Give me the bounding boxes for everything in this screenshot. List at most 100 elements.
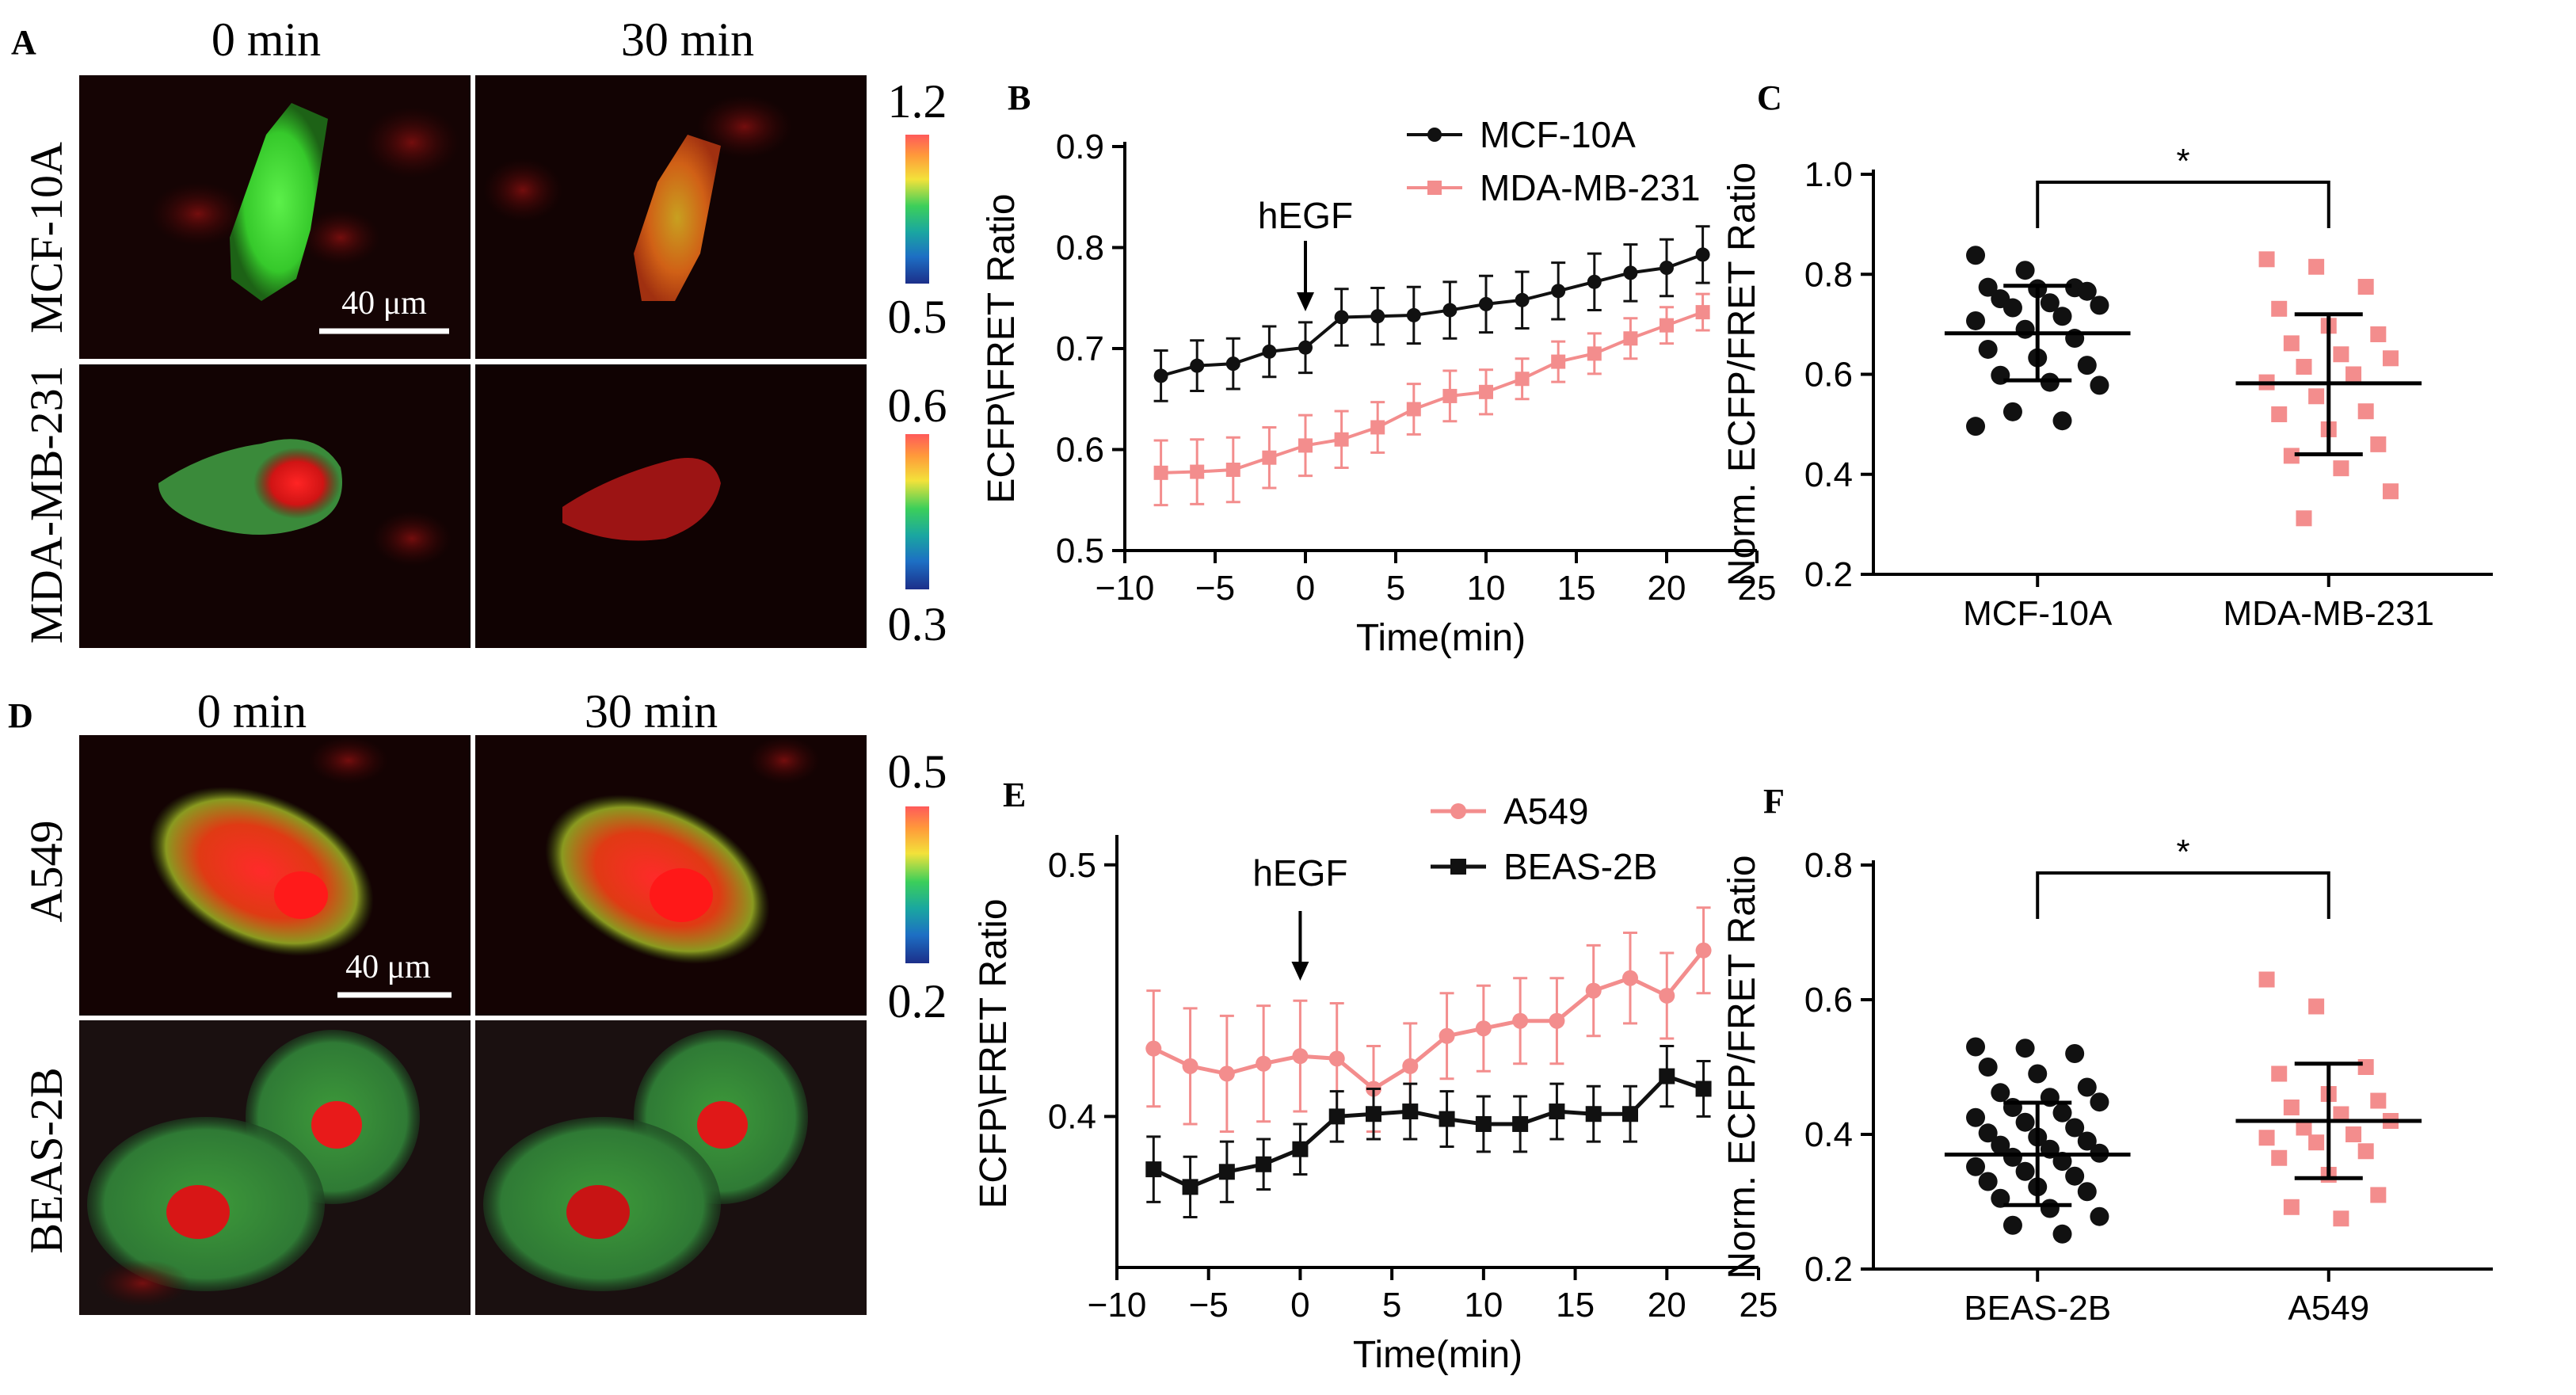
data-point	[2015, 261, 2035, 280]
significance-bracket	[2036, 871, 2330, 919]
series-beas-2b	[1145, 1044, 1712, 1218]
data-point	[2357, 1059, 2374, 1075]
data-point	[2052, 1224, 2072, 1244]
hegf-arrow-head	[1291, 962, 1309, 981]
series-line	[1153, 949, 1705, 1092]
row-label-mcf10a: MCF-10A	[21, 142, 72, 334]
chart-e: −10 −5 0 5 10 15 20 25 0.4 0.5 Time(min) ECFP\FRET …	[973, 791, 1778, 1376]
micrograph-beas2b-30min	[475, 1020, 867, 1315]
data-point	[1225, 463, 1240, 477]
data-point	[1966, 1157, 1986, 1176]
data-point	[1978, 1058, 1998, 1077]
data-point	[2077, 1182, 2097, 1202]
legend-marker	[1450, 803, 1466, 819]
data-point	[1298, 438, 1313, 453]
data-point	[1479, 384, 1493, 399]
legend-label: A549	[1503, 791, 1588, 832]
data-point	[1406, 307, 1421, 322]
data-point	[1622, 970, 1638, 986]
data-point	[2077, 1131, 2097, 1151]
hegf-arrow-head	[1297, 292, 1314, 311]
data-point	[1966, 417, 1986, 436]
y-axis-label: ECFP\FRET Ratio	[981, 193, 1023, 503]
data-point	[2271, 1149, 2288, 1166]
colorbar-row2: 0.6 0.3	[888, 379, 947, 650]
chart-c: 0.2 0.4 0.6 0.8 1.0 MCF-10A MDA-MB-231 Norm. EC…	[1721, 142, 2493, 633]
group-a549	[2235, 971, 2422, 1227]
col-label-30min-top: 30 min	[621, 13, 754, 66]
data-point	[1442, 388, 1458, 403]
data-point	[1585, 1106, 1602, 1122]
data-point	[2296, 359, 2312, 375]
data-point	[2283, 335, 2300, 352]
data-point	[2015, 319, 2035, 339]
x-tick-label: 25	[1740, 1286, 1778, 1324]
y-tick-label: 0.8	[1804, 846, 1853, 885]
data-point	[2308, 258, 2325, 275]
data-point	[2370, 326, 2387, 342]
col-label-30min-bottom: 30 min	[585, 685, 718, 738]
x-tick-label: −5	[1189, 1286, 1229, 1324]
data-point	[1439, 1027, 1455, 1044]
data-point	[1256, 1156, 1272, 1172]
data-point	[1551, 284, 1566, 299]
x-tick-label: −5	[1195, 569, 1235, 608]
data-point	[2333, 1210, 2349, 1227]
scale-bar-label: 40 μm	[341, 285, 427, 322]
scale-bar-label-d: 40 μm	[345, 949, 431, 985]
colorbar-row2-min: 0.3	[888, 598, 947, 650]
chart-b: −10 −5 0 5 10 15 20 25 0.5 0.6 0.7 0.8 0.9 Time(min) E…	[981, 114, 1776, 659]
data-point	[1439, 1111, 1455, 1127]
data-point	[2065, 1166, 2085, 1186]
data-point	[1585, 982, 1602, 999]
significance-bracket	[2036, 181, 2330, 228]
data-point	[1966, 1107, 1986, 1127]
data-point	[2382, 350, 2399, 367]
micrograph-mcf10a-0min: 40 μm	[79, 75, 471, 359]
x-tick-label: MCF-10A	[1963, 594, 2113, 633]
micrograph-a549-0min: 40 μm	[79, 735, 471, 1016]
data-point	[2090, 1092, 2109, 1112]
data-point	[2345, 366, 2362, 383]
data-point	[1292, 1048, 1309, 1065]
y-axis-label: Norm. ECFP/FRET Ratio	[1721, 162, 1763, 586]
data-point	[1218, 1164, 1235, 1180]
data-point	[1623, 265, 1638, 280]
data-point	[1475, 1115, 1492, 1132]
data-point	[1190, 464, 1205, 479]
data-point	[1587, 346, 1602, 361]
series-mcf-10a	[1153, 225, 1710, 402]
data-point	[1328, 1108, 1345, 1125]
data-point	[1262, 344, 1277, 359]
data-point	[2002, 402, 2022, 421]
data-point	[2271, 1065, 2288, 1082]
x-tick-label: 0	[1296, 569, 1315, 608]
data-point	[2382, 483, 2399, 500]
data-point	[1695, 942, 1712, 959]
x-tick-label: 5	[1386, 569, 1405, 608]
data-point	[1334, 310, 1349, 325]
data-point	[1623, 331, 1638, 346]
data-point	[2370, 1092, 2387, 1109]
data-point	[2015, 1161, 2035, 1181]
x-tick-label: 20	[1648, 1286, 1686, 1324]
data-point	[1145, 1161, 1162, 1178]
x-tick-label: MDA-MB-231	[2224, 594, 2435, 633]
y-tick-label: 0.4	[1804, 1115, 1853, 1154]
y-axis-label: Norm. ECFP/FRET Ratio	[1721, 855, 1763, 1279]
colorbar-row1: 1.2 0.5	[888, 75, 947, 343]
data-point	[1695, 1081, 1712, 1097]
data-point	[1292, 1141, 1309, 1157]
data-point	[2077, 281, 2097, 301]
colorbar-bottom-min: 0.2	[888, 975, 947, 1027]
data-point	[1145, 1040, 1162, 1057]
data-point	[2357, 279, 2374, 295]
data-point	[1991, 1083, 2010, 1103]
data-point	[2077, 1077, 2097, 1097]
data-point	[1475, 1020, 1492, 1037]
legend-marker	[1450, 859, 1466, 875]
x-tick-label: BEAS-2B	[1964, 1289, 2111, 1328]
series-line	[1160, 253, 1704, 378]
data-point	[1695, 305, 1710, 320]
